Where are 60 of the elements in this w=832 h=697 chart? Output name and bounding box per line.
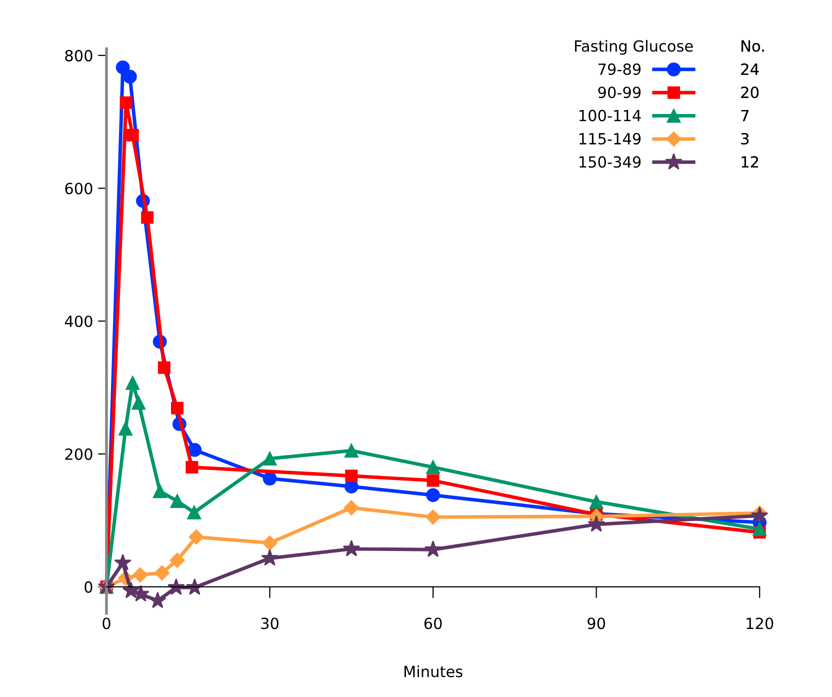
point [344,500,359,516]
point [186,460,198,474]
point [262,472,277,486]
x-tick-label: 90 [588,618,606,630]
legend-label: 79-89 [598,63,641,75]
annotation: 12 [742,156,758,168]
annotation: 3 [741,132,749,145]
annotation: No. [742,40,764,52]
point [122,70,137,84]
point [114,554,132,570]
y-tick-label: 200 [65,448,92,460]
point [126,128,139,142]
point [262,452,277,466]
point [126,376,140,390]
point [752,522,767,536]
point [262,535,278,551]
y-tick-label: 600 [65,182,92,194]
point [424,540,442,558]
x-axis-title: Minutes [404,665,462,678]
legend-label: 100-114 [580,110,641,122]
point [345,470,358,482]
x-tick-label: 120 [746,618,774,630]
point [158,361,170,374]
point [116,60,130,74]
y-tick-label: 800 [65,50,92,62]
point [426,488,440,502]
point [120,96,132,109]
point [152,484,167,498]
point [170,494,184,508]
y-tick-label: 0 [84,581,92,593]
point [170,552,185,568]
legend-title: Fasting Glucose [575,40,693,55]
point [426,460,440,474]
annotation: 20 [741,86,759,98]
point [154,565,170,580]
point [588,515,605,532]
point [344,444,358,458]
point [132,567,148,582]
legend-label: 150-349 [580,156,641,168]
x-tick-label: 30 [261,618,278,630]
annotation: 7 [741,110,749,122]
annotation: 24 [741,63,759,75]
point [188,529,204,545]
legend-label: 90-99 [598,86,641,98]
legend-label: 115-149 [580,132,641,145]
point [188,443,202,457]
point [141,211,154,224]
point [342,540,360,556]
point [171,402,184,414]
point [187,505,202,520]
point [261,549,278,566]
point [426,474,440,487]
point [118,422,132,436]
point [132,396,146,410]
point [425,509,441,525]
y-tick-label: 400 [64,316,92,328]
point [149,592,166,608]
point [589,494,604,509]
x-tick-label: 60 [424,618,442,630]
x-tick-label: 0 [102,618,110,630]
